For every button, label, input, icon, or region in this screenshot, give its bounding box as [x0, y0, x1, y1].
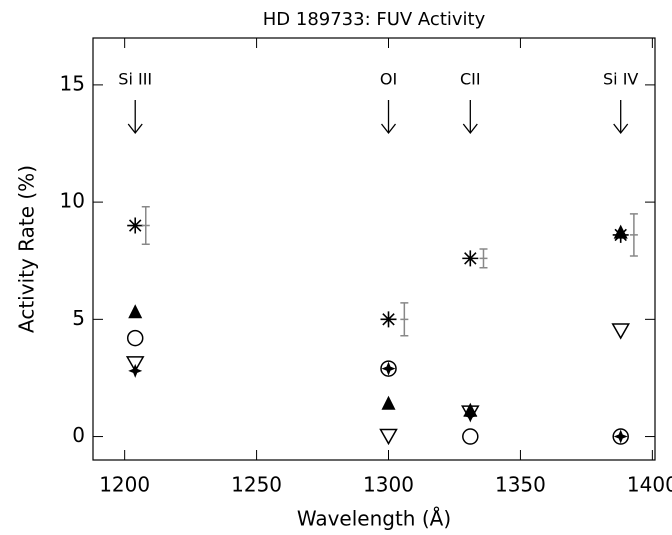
chart-title: HD 189733: FUV Activity: [263, 9, 486, 30]
triangle-down-marker: [125, 356, 145, 373]
y-tick-label: 10: [60, 189, 85, 213]
error-bar: [479, 248, 488, 269]
x-axis-label: Wavelength (Å): [297, 507, 451, 531]
triangle-marker: [381, 395, 396, 410]
y-tick-label: 0: [72, 423, 85, 447]
x-tick-label: 1300: [363, 473, 414, 497]
circle-marker: [126, 329, 144, 347]
star-marker: [128, 363, 143, 378]
asterisk-marker: [127, 217, 144, 234]
y-tick-label: 15: [60, 71, 85, 95]
arrow-head: [462, 123, 478, 135]
circle-marker: [380, 360, 397, 377]
circle-marker: [612, 428, 629, 445]
x-tick-label: 1200: [99, 473, 150, 497]
plot-frame: [92, 37, 656, 461]
annotation: Si IV: [603, 70, 638, 89]
triangle-down-marker: [461, 405, 480, 422]
star-marker: [613, 429, 628, 444]
triangle-marker: [128, 304, 143, 319]
y-axis-label: Activity Rate (%): [15, 165, 39, 333]
y-tick-label: 5: [72, 306, 85, 330]
star-marker: [381, 361, 396, 376]
asterisk-marker: [462, 250, 479, 267]
x-tick-label: 1350: [495, 473, 546, 497]
arrow-head: [613, 123, 629, 135]
triangle-down-marker: [379, 428, 398, 446]
triangle-marker: [613, 224, 628, 239]
arrow-head: [380, 123, 397, 135]
triangle-down-marker: [611, 323, 630, 340]
error-bar: [141, 206, 150, 246]
annotation: CII: [460, 70, 481, 89]
asterisk-marker: [380, 311, 397, 328]
error-bar: [400, 302, 409, 337]
x-tick-label: 1250: [231, 473, 282, 497]
star-marker: [463, 408, 478, 423]
annotation: OI: [380, 70, 397, 89]
x-tick-label: 1400: [627, 473, 672, 497]
error-bar: [629, 213, 638, 257]
annotation: Si III: [118, 70, 152, 89]
circle-marker: [462, 428, 479, 445]
arrow-head: [127, 123, 143, 135]
